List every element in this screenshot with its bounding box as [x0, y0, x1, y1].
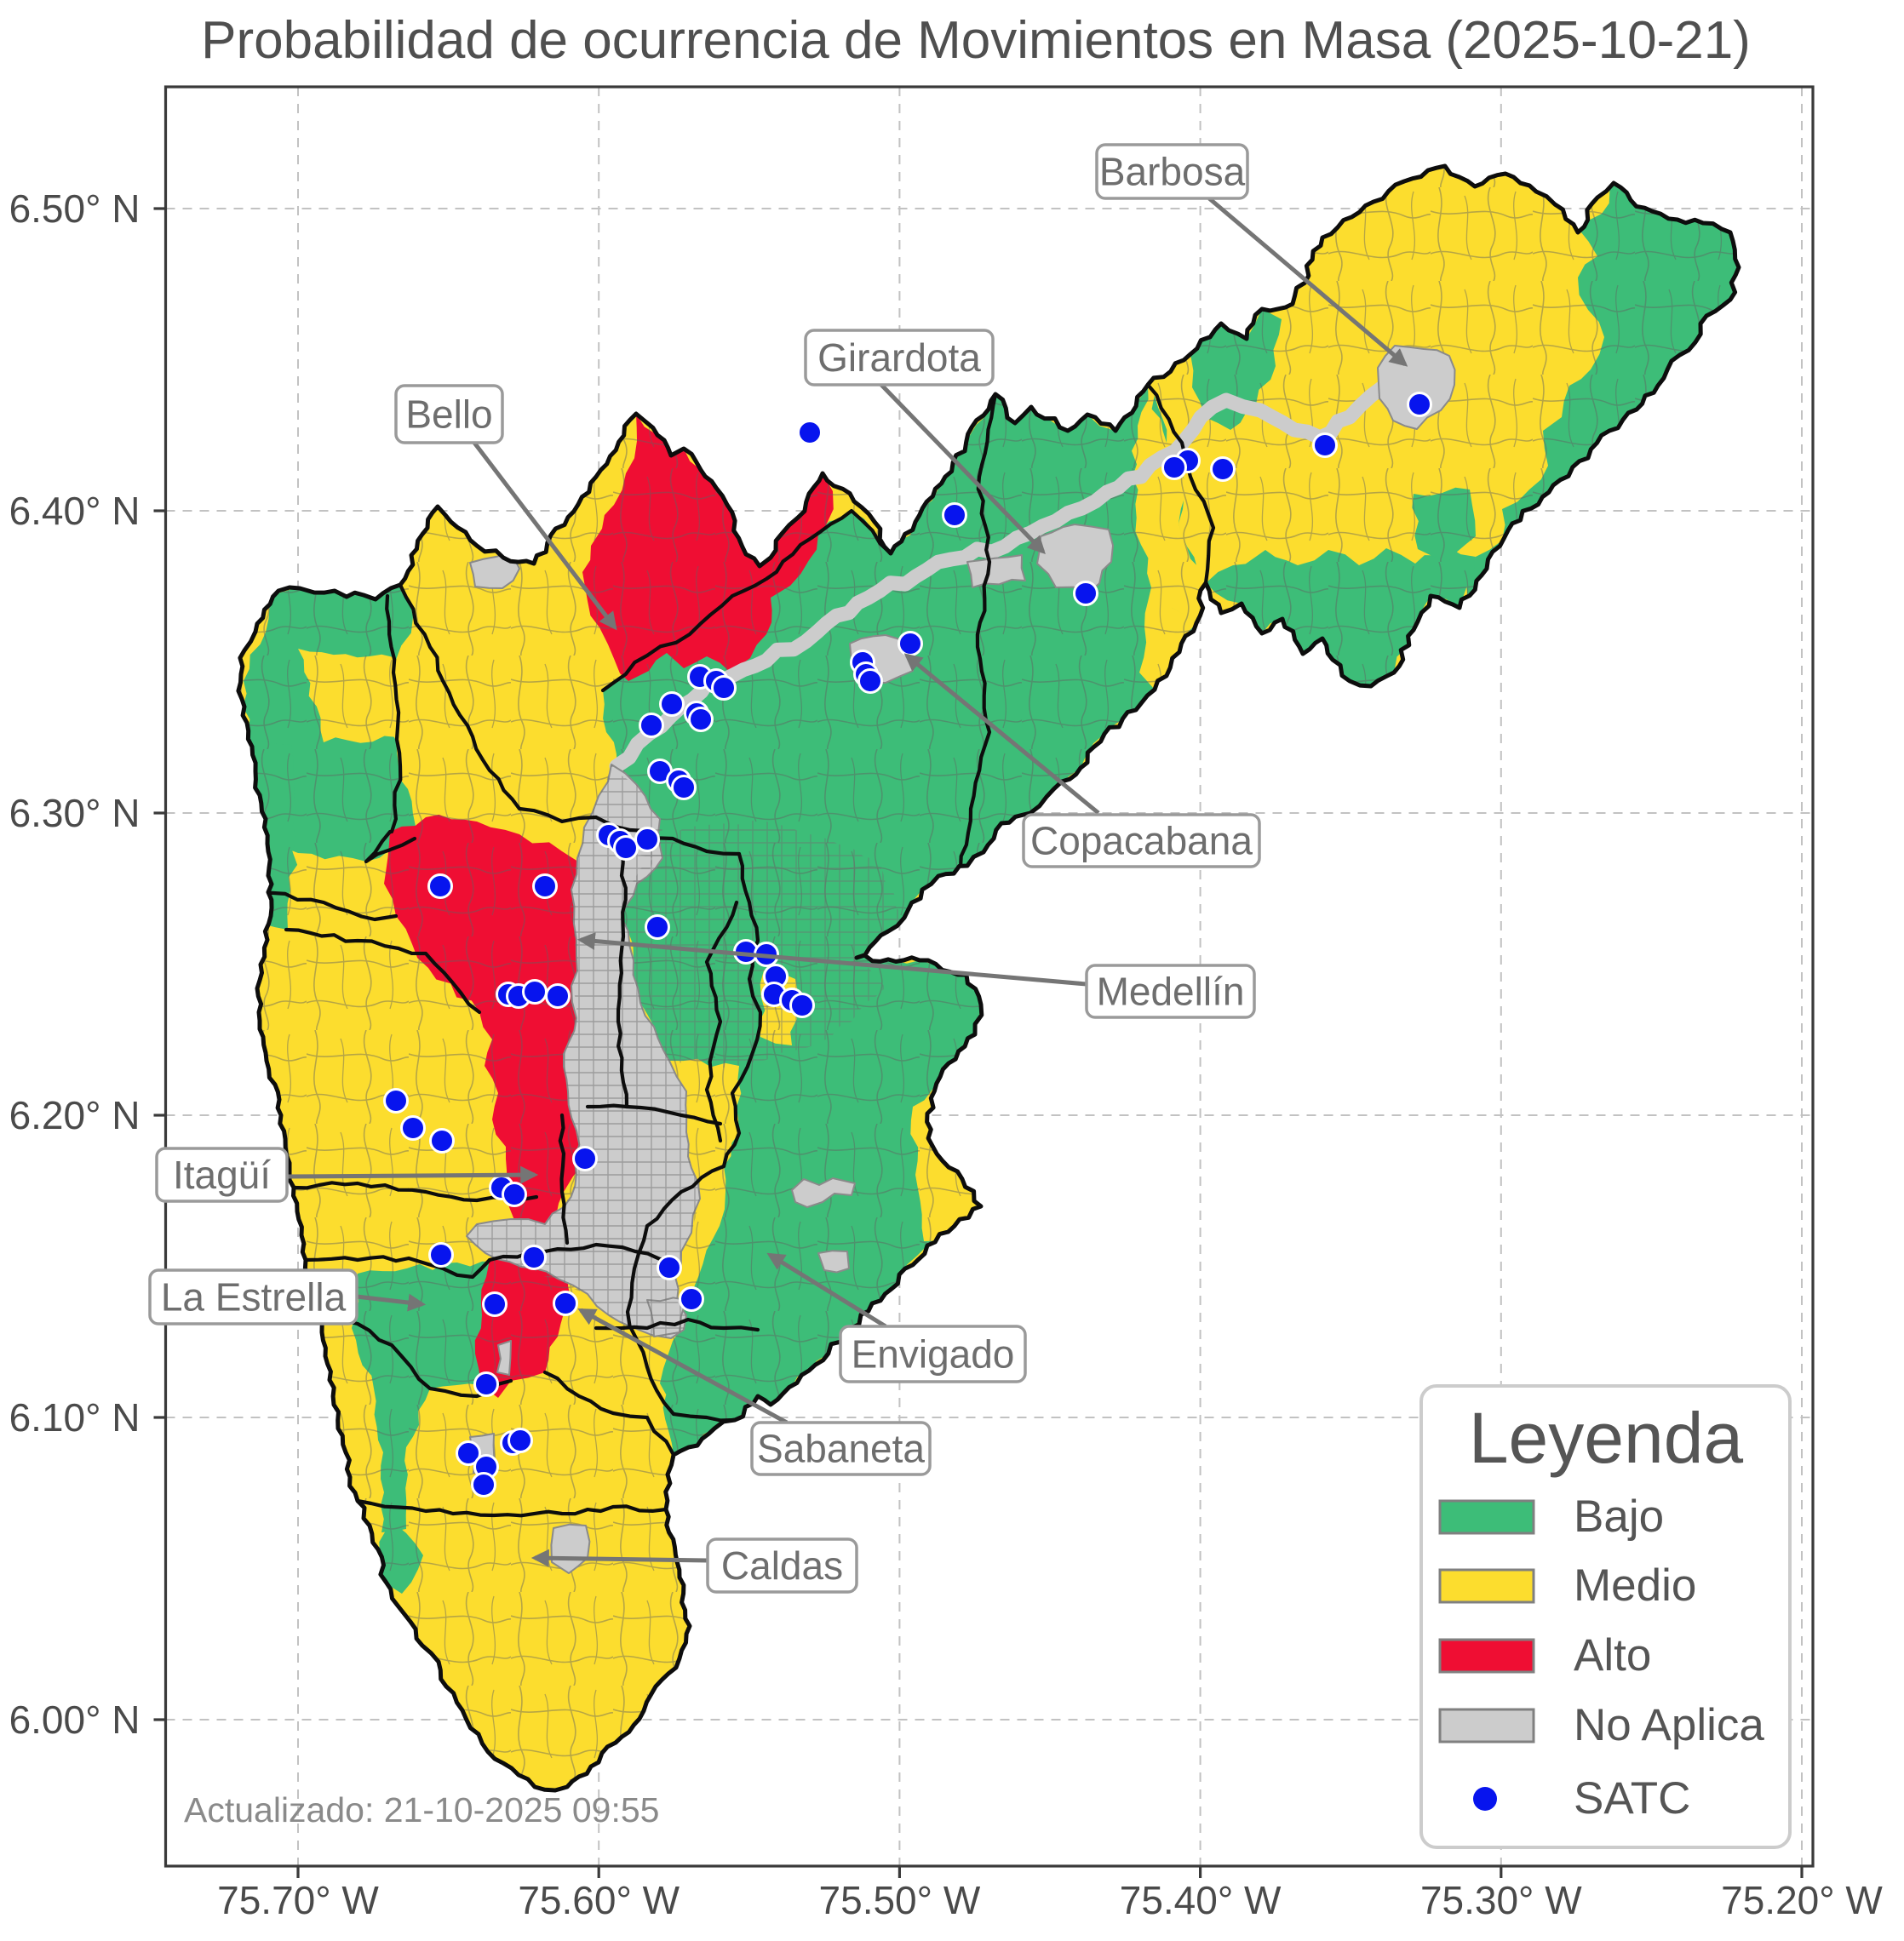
svg-text:Alto: Alto: [1574, 1630, 1651, 1680]
svg-text:6.20° N: 6.20° N: [9, 1093, 141, 1137]
svg-text:6.30° N: 6.30° N: [9, 791, 141, 835]
svg-text:Barbosa: Barbosa: [1099, 150, 1246, 194]
svg-text:Bajo: Bajo: [1574, 1492, 1664, 1542]
svg-text:Caldas: Caldas: [721, 1543, 843, 1588]
svg-text:75.50° W: 75.50° W: [819, 1878, 981, 1922]
svg-text:6.50° N: 6.50° N: [9, 186, 141, 231]
svg-text:6.40° N: 6.40° N: [9, 489, 141, 533]
svg-text:Envigado: Envigado: [852, 1332, 1015, 1377]
svg-text:Itagüí: Itagüí: [173, 1153, 271, 1197]
svg-text:SATC: SATC: [1574, 1773, 1690, 1824]
svg-text:Sabaneta: Sabaneta: [757, 1427, 925, 1471]
svg-text:Copacabana: Copacabana: [1030, 819, 1253, 863]
svg-text:Bello: Bello: [405, 392, 492, 437]
svg-text:75.30° W: 75.30° W: [1420, 1878, 1582, 1922]
svg-text:La Estrella: La Estrella: [161, 1275, 347, 1320]
svg-text:6.10° N: 6.10° N: [9, 1395, 141, 1440]
svg-text:75.70° W: 75.70° W: [217, 1878, 379, 1922]
svg-text:No Aplica: No Aplica: [1574, 1700, 1764, 1750]
svg-text:Probabilidad de ocurrencia de: Probabilidad de ocurrencia de Movimiento…: [201, 11, 1751, 70]
svg-text:Actualizado: 21-10-2025 09:55: Actualizado: 21-10-2025 09:55: [184, 1790, 659, 1829]
svg-text:Medellín: Medellín: [1097, 970, 1245, 1014]
svg-text:Medio: Medio: [1574, 1560, 1696, 1611]
svg-text:75.40° W: 75.40° W: [1120, 1878, 1282, 1922]
svg-text:6.00° N: 6.00° N: [9, 1698, 141, 1742]
svg-text:75.20° W: 75.20° W: [1721, 1878, 1883, 1922]
svg-text:Leyenda: Leyenda: [1469, 1398, 1744, 1478]
svg-text:75.60° W: 75.60° W: [518, 1878, 680, 1922]
svg-text:Girardota: Girardota: [817, 335, 981, 380]
